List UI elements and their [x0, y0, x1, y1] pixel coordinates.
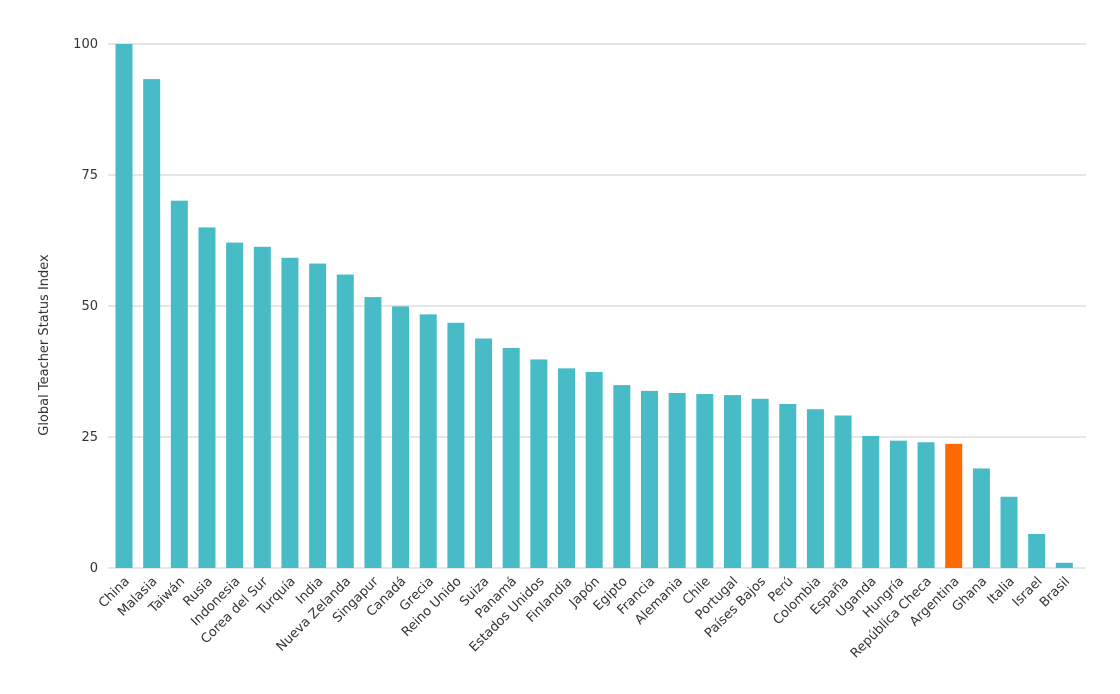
bar-15[interactable]	[530, 359, 548, 568]
y-tick-label: 25	[81, 430, 98, 445]
y-tick-label: 50	[81, 299, 98, 314]
bar-16[interactable]	[558, 368, 576, 568]
bar-26[interactable]	[834, 415, 852, 568]
bar-25[interactable]	[806, 409, 824, 568]
bar-19[interactable]	[640, 390, 658, 568]
bar-10[interactable]	[392, 306, 410, 568]
y-tick-label: 0	[90, 561, 98, 576]
bar-8[interactable]	[336, 274, 354, 568]
y-axis-ticks: 0 25 50 75 100	[73, 37, 98, 576]
bar-24[interactable]	[779, 403, 797, 568]
bar-2[interactable]	[170, 200, 188, 568]
y-axis-title: Global Teacher Status Index	[37, 254, 52, 436]
bar-22[interactable]	[723, 395, 741, 568]
bar-4[interactable]	[226, 242, 244, 568]
bar-20[interactable]	[668, 392, 686, 568]
bar-34[interactable]	[1055, 562, 1073, 568]
bar-31[interactable]	[972, 468, 990, 568]
bar-28[interactable]	[889, 440, 907, 568]
bar-3[interactable]	[198, 227, 216, 568]
bar-14[interactable]	[502, 347, 520, 568]
x-tick-label: Israel	[1010, 574, 1046, 610]
bar-32[interactable]	[1000, 496, 1018, 568]
bar-1[interactable]	[143, 79, 161, 568]
bar-21[interactable]	[696, 394, 714, 568]
bar-13[interactable]	[475, 338, 493, 568]
bar-17[interactable]	[585, 372, 603, 568]
bars	[115, 44, 1073, 568]
bar-18[interactable]	[613, 385, 631, 568]
bar-0[interactable]	[115, 44, 133, 568]
bar-29[interactable]	[917, 442, 935, 568]
bar-33[interactable]	[1028, 533, 1046, 568]
x-tick-label: Brasil	[1037, 574, 1073, 610]
y-tick-label: 100	[73, 37, 98, 52]
bar-30[interactable]	[945, 443, 963, 568]
bar-12[interactable]	[447, 322, 465, 568]
bar-27[interactable]	[862, 435, 880, 568]
bar-5[interactable]	[253, 246, 271, 568]
bar-7[interactable]	[309, 263, 327, 568]
bar-23[interactable]	[751, 398, 769, 568]
y-tick-label: 75	[81, 168, 98, 183]
bar-11[interactable]	[419, 314, 437, 568]
bar-9[interactable]	[364, 297, 382, 568]
bar-6[interactable]	[281, 257, 299, 568]
